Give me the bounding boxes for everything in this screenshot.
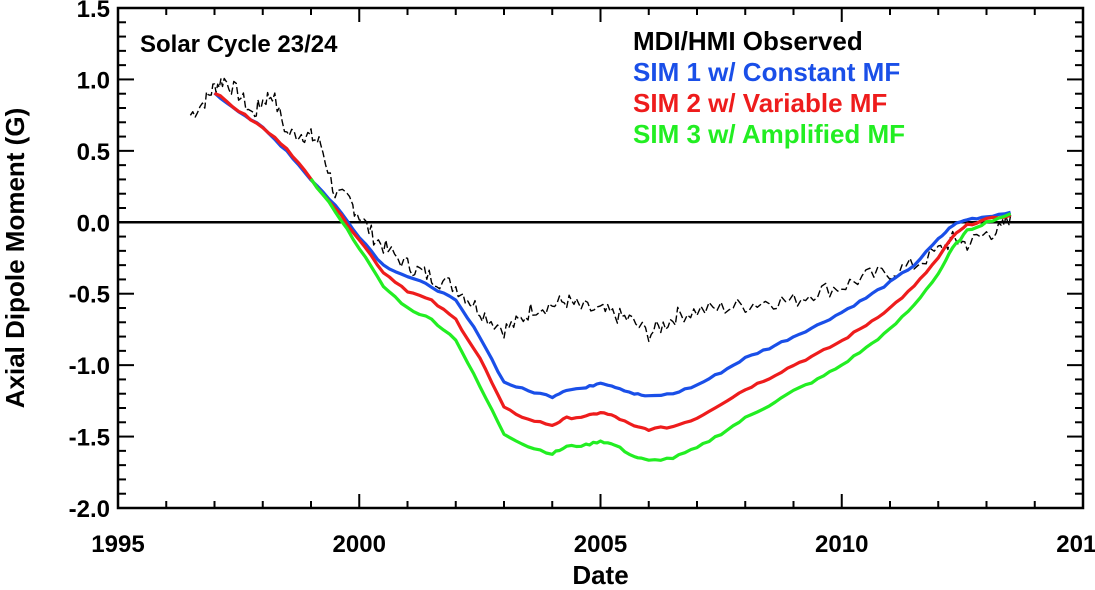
series-layer	[189, 77, 1012, 462]
series-line-sim2	[213, 91, 1012, 432]
y-axis-title: Axial Dipole Moment (G)	[0, 108, 30, 408]
y-tick-label: -1.5	[69, 425, 110, 452]
legend-entry-observed: MDI/HMI Observed	[633, 26, 863, 56]
series-line-observed	[189, 77, 1012, 343]
x-tick-label: 2010	[815, 531, 868, 558]
y-tick-label: 0.0	[77, 210, 110, 237]
x-axis-title: Date	[572, 560, 628, 590]
x-tick-label: 2000	[333, 531, 386, 558]
x-tick-label: 1995	[91, 531, 144, 558]
plot-area	[116, 6, 1085, 510]
y-tick-label: -2.0	[69, 496, 110, 523]
y-tick-label: 1.5	[77, 0, 110, 23]
x-tick-label: 2005	[574, 531, 627, 558]
y-tick-label: -1.0	[69, 353, 110, 380]
x-tick-label: 2015	[1056, 531, 1095, 558]
legend-entry-sim2: SIM 2 w/ Variable MF	[633, 88, 887, 118]
y-tick-label: 1.0	[77, 67, 110, 94]
chart-title-annotation: Solar Cycle 23/24	[140, 31, 338, 58]
series-line-sim3	[309, 177, 1012, 462]
tick-labels: 1995 2000 2005 2010 2015 -2.0 -1.5 -1.0 -0.5 0.0 0…	[69, 0, 1095, 558]
y-tick-label: 0.5	[77, 139, 110, 166]
legend-entry-sim1: SIM 1 w/ Constant MF	[633, 57, 900, 87]
legend-entry-sim3: SIM 3 w/ Amplified MF	[633, 119, 905, 149]
y-tick-label: -0.5	[69, 282, 110, 309]
